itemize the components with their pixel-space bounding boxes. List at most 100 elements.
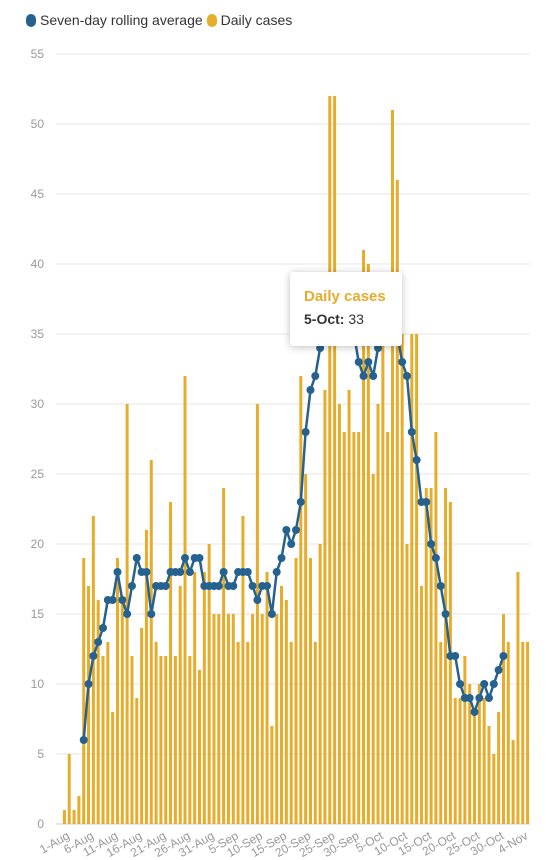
daily-cases-bar xyxy=(236,642,240,824)
y-tick-label: 0 xyxy=(37,817,44,831)
rolling-average-point xyxy=(195,554,204,562)
rolling-average-point xyxy=(99,624,108,632)
daily-cases-bar xyxy=(135,698,139,824)
daily-cases-bar xyxy=(87,586,91,824)
rolling-average-point xyxy=(441,610,450,618)
daily-cases-bar xyxy=(506,642,510,824)
daily-cases-bar xyxy=(159,656,163,824)
legend-item-rolling-average[interactable]: Seven-day rolling average xyxy=(26,12,203,28)
daily-cases-bar xyxy=(424,488,428,824)
rolling-average-point xyxy=(311,372,320,380)
daily-cases-bar xyxy=(226,614,230,824)
daily-cases-bar xyxy=(222,488,226,824)
daily-cases-bar xyxy=(386,432,390,824)
rolling-average-point xyxy=(484,694,493,702)
daily-cases-bar xyxy=(313,642,317,824)
daily-cases-bar xyxy=(111,712,115,824)
daily-cases-bar xyxy=(130,656,134,824)
daily-cases-bar xyxy=(477,684,481,824)
legend-swatch-daily-cases xyxy=(206,13,217,27)
rolling-average-point xyxy=(494,666,503,674)
rolling-average-point xyxy=(369,372,378,380)
rolling-average-point xyxy=(427,540,436,548)
daily-cases-bar xyxy=(120,600,124,824)
legend-swatch-rolling-average xyxy=(26,13,36,27)
daily-cases-bar xyxy=(342,432,346,824)
rolling-average-point xyxy=(364,358,373,366)
daily-cases-bar xyxy=(501,614,505,824)
rolling-average-point xyxy=(470,708,479,716)
rolling-average-point xyxy=(306,386,315,394)
daily-cases-bar xyxy=(183,376,187,824)
rolling-average-point xyxy=(489,680,498,688)
daily-cases-bar xyxy=(405,544,409,824)
tooltip-row: 5-Oct: 33 xyxy=(304,311,388,327)
rolling-average-point xyxy=(292,526,300,534)
rolling-average-point xyxy=(108,596,117,604)
rolling-average-point xyxy=(263,582,272,590)
rolling-average-point xyxy=(84,680,93,688)
daily-cases-bar xyxy=(304,474,308,824)
daily-cases-bar xyxy=(284,600,288,824)
daily-cases-bar xyxy=(419,586,423,824)
rolling-average-point xyxy=(142,568,151,576)
daily-cases-bar xyxy=(366,264,370,824)
daily-cases-bar xyxy=(212,614,216,824)
legend: Seven-day rolling average Daily cases xyxy=(26,12,296,28)
daily-cases-bar xyxy=(294,558,298,824)
rolling-average-point xyxy=(243,568,252,576)
rolling-average-point xyxy=(219,568,228,576)
daily-cases-bar xyxy=(289,642,293,824)
daily-cases-bar xyxy=(497,712,501,824)
daily-cases-bar xyxy=(96,600,100,824)
daily-cases-bar xyxy=(308,558,312,824)
daily-cases-bar xyxy=(526,642,530,824)
daily-cases-bar xyxy=(468,684,472,824)
daily-cases-bar xyxy=(173,656,177,824)
rolling-average-point xyxy=(456,680,465,688)
daily-cases-bar xyxy=(381,334,385,824)
grid-lines xyxy=(56,53,530,825)
rolling-average-point xyxy=(123,610,132,618)
daily-cases-bar xyxy=(207,544,211,824)
rolling-average-point xyxy=(94,638,103,646)
rolling-average-point xyxy=(161,582,170,590)
rolling-average-point xyxy=(282,526,291,534)
daily-cases-bar xyxy=(217,614,221,824)
y-axis-ticks: 0 5 10 15 20 25 30 35 40 45 50 55 xyxy=(31,47,45,831)
daily-cases-bar xyxy=(106,642,110,824)
y-tick-label: 55 xyxy=(31,47,45,61)
daily-cases-bar xyxy=(323,390,327,824)
daily-cases-bar xyxy=(77,796,81,824)
daily-cases-bars xyxy=(62,96,530,824)
daily-cases-bar xyxy=(154,642,158,824)
rolling-average-point xyxy=(248,582,257,590)
legend-item-daily-cases[interactable]: Daily cases xyxy=(206,12,292,28)
daily-cases-bar xyxy=(101,656,105,824)
daily-cases-bar xyxy=(487,726,491,824)
daily-cases-bar xyxy=(521,642,525,824)
rolling-average-point xyxy=(272,568,281,576)
y-tick-label: 5 xyxy=(37,747,44,761)
rolling-average-point xyxy=(316,344,325,352)
daily-cases-bar xyxy=(318,544,322,824)
rolling-average-point xyxy=(132,554,141,562)
daily-cases-bar xyxy=(198,670,202,824)
daily-cases-bar xyxy=(400,334,404,824)
daily-cases-bar xyxy=(511,740,515,824)
rolling-average-point xyxy=(127,582,136,590)
daily-cases-bar xyxy=(448,502,452,824)
daily-cases-bar xyxy=(337,404,341,824)
rolling-average-point xyxy=(277,554,286,562)
daily-cases-bar xyxy=(328,96,332,824)
daily-cases-bar xyxy=(280,586,284,824)
y-tick-label: 50 xyxy=(31,117,45,131)
rolling-average-point xyxy=(499,652,508,660)
rolling-average-point xyxy=(79,736,88,744)
rolling-average-point xyxy=(301,428,310,436)
rolling-average-point xyxy=(287,540,296,548)
daily-cases-bar xyxy=(67,754,71,824)
y-tick-label: 40 xyxy=(31,257,45,271)
daily-cases-bar xyxy=(357,432,361,824)
daily-cases-bar xyxy=(178,586,182,824)
